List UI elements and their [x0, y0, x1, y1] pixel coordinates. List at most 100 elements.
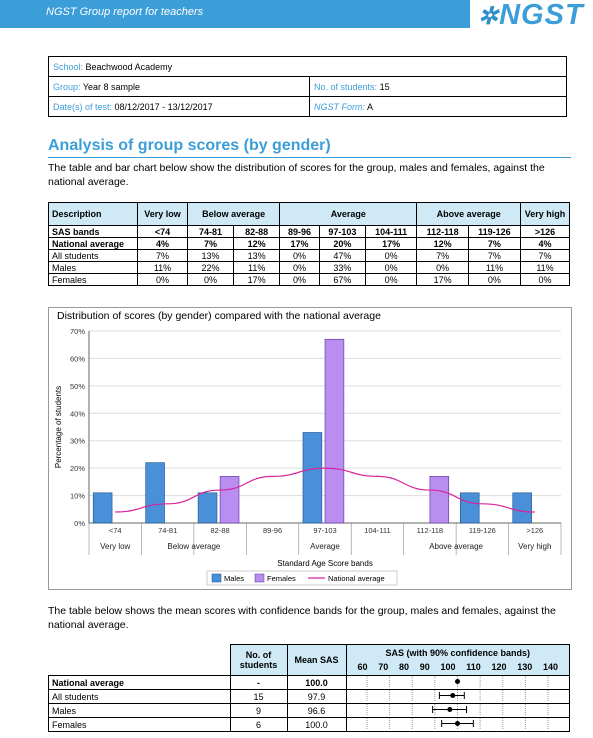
- dist-cell: 11%: [467, 261, 522, 274]
- y-axis-label: Percentage of students: [54, 386, 63, 468]
- dist-cell: 7%: [520, 249, 570, 262]
- bar-females: [219, 476, 240, 524]
- y-tick-label: 30%: [70, 437, 85, 446]
- dist-cell: 4%: [520, 237, 570, 250]
- sas-axis-tick: 130: [517, 662, 533, 672]
- x-tick-label: 82-88: [211, 526, 230, 535]
- header-bar: [0, 0, 470, 28]
- dist-cell: 4%: [137, 237, 188, 250]
- sas-axis-tick: 140: [542, 662, 558, 672]
- dist-cell: 47%: [318, 249, 366, 262]
- distribution-chart: Distribution of scores (by gender) compa…: [48, 307, 572, 590]
- dist-row-label: Females: [48, 273, 138, 286]
- students-label: No. of students:: [314, 81, 378, 92]
- legend-label-national: National average: [328, 574, 385, 583]
- mean-cell-mean: 97.9: [286, 689, 347, 704]
- x-tick-label: <74: [109, 526, 122, 535]
- dist-cell: 82-88: [233, 225, 281, 238]
- dist-cell: 17%: [416, 273, 469, 286]
- dist-cell: >126: [520, 225, 570, 238]
- mean-cell-mean: 100.0: [286, 675, 347, 690]
- x-tick-label: 112-118: [417, 526, 443, 535]
- form-label: NGST Form:: [314, 101, 365, 112]
- dates-value: 08/12/2017 - 13/12/2017: [114, 101, 213, 112]
- dist-cell: 11%: [520, 261, 570, 274]
- chart-title: Distribution of scores (by gender) compa…: [57, 310, 381, 322]
- y-tick-label: 0%: [74, 519, 85, 528]
- dist-cell: 7%: [467, 237, 522, 250]
- report-header: NGST Group report for teachers ✲NGST: [0, 0, 593, 31]
- dist-cell: 7%: [186, 237, 235, 250]
- dist-row-label: Males: [48, 261, 138, 274]
- mean-cell-mean: 100.0: [286, 717, 347, 732]
- dist-row: Females 0% 0% 17% 0% 67% 0% 17% 0% 0%: [48, 273, 570, 286]
- dist-cell: 0%: [137, 273, 188, 286]
- y-tick-label: 20%: [70, 464, 85, 473]
- school-value: Beachwood Academy: [85, 61, 173, 72]
- dist-cell: 11%: [137, 261, 188, 274]
- dates-cell: Date(s) of test: 08/12/2017 - 13/12/2017: [48, 96, 310, 117]
- dist-row-label: SAS bands: [48, 225, 138, 238]
- y-tick-label: 10%: [70, 492, 85, 501]
- section-divider: [48, 157, 571, 158]
- x-tick-label: 104-111: [364, 526, 390, 535]
- x-tick-label: >126: [526, 526, 543, 535]
- mean-row: All students 15 97.9: [48, 689, 570, 704]
- mean-cell-label: All students: [48, 689, 231, 704]
- dist-cell: 0%: [467, 273, 522, 286]
- form-value: A: [367, 101, 374, 112]
- bar-males: [145, 462, 165, 524]
- dist-h-very-low: Very low: [137, 202, 188, 226]
- dist-cell: 0%: [520, 273, 570, 286]
- mean-cell-students: 6: [229, 717, 288, 732]
- national-average-line: [115, 467, 535, 513]
- mean-cell-label: National average: [48, 675, 231, 690]
- dist-cell: 12%: [233, 237, 281, 250]
- group-label: Group:: [53, 81, 81, 92]
- dist-h-description: Description: [48, 202, 138, 226]
- chart-svg: 0% 10% 20% 30% 40% 50% 60% 70% Percentage of stu…: [54, 327, 562, 586]
- mean-table-body: National average -100.0 All students 15 97.9…: [48, 675, 570, 732]
- dist-row: SAS bands <74 74-81 82-88 89-96 97-103 104-111…: [48, 225, 570, 238]
- x-tick-label: 89-96: [263, 526, 282, 535]
- x-tick-label: 74-81: [158, 526, 177, 535]
- mean-ci-cell: [345, 717, 570, 732]
- sas-axis-tick: 60: [357, 662, 368, 672]
- mean-cell-students: 9: [229, 703, 288, 718]
- dist-cell: 67%: [318, 273, 366, 286]
- ci-plot: [366, 704, 549, 715]
- dist-cell: 17%: [364, 237, 418, 250]
- x-group-label: Average: [310, 542, 340, 551]
- bar-females: [324, 338, 345, 524]
- x-group-label: Very low: [100, 542, 130, 551]
- dist-row-label: All students: [48, 249, 138, 262]
- mean-ci-cell: [345, 703, 570, 718]
- dist-cell: 0%: [186, 273, 235, 286]
- dist-cell: 104-111: [364, 225, 418, 238]
- mean-h-mean: Mean SAS: [286, 644, 347, 676]
- form-cell: NGST Form: A: [309, 96, 567, 117]
- dist-cell: 22%: [186, 261, 235, 274]
- mean-h-blank: [48, 644, 231, 676]
- dist-cell: 11%: [233, 261, 281, 274]
- dist-cell: 13%: [186, 249, 235, 262]
- group-value: Year 8 sample: [82, 81, 141, 92]
- dist-cell: 0%: [279, 249, 320, 262]
- ci-plot: [366, 690, 549, 701]
- dist-cell: 12%: [416, 237, 469, 250]
- mean-cell-label: Females: [48, 717, 231, 732]
- mean-cell-students: 15: [229, 689, 288, 704]
- x-group-label: Above average: [429, 542, 483, 551]
- sas-axis-tick: 70: [378, 662, 389, 672]
- y-tick-label: 60%: [70, 354, 85, 363]
- mean-cell-students: -: [229, 675, 288, 690]
- y-tick-label: 70%: [70, 327, 85, 336]
- dist-h-very-high: Very high: [520, 202, 570, 226]
- bar-males: [197, 492, 218, 524]
- bar-females: [429, 476, 450, 524]
- dist-row: Males 11% 22% 11% 0% 33% 0% 0% 11% 11%: [48, 261, 570, 274]
- logo-mark-icon: ✲: [478, 3, 500, 30]
- dist-cell: 20%: [318, 237, 366, 250]
- mean-ci-cell: [345, 675, 570, 690]
- x-group-label: Below average: [167, 542, 220, 551]
